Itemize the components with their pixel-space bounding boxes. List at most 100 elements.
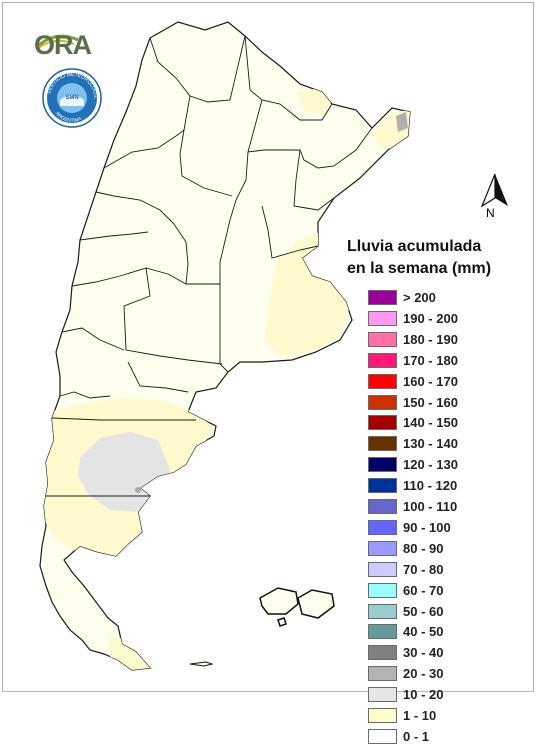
legend-swatch <box>368 499 397 514</box>
border-salta-formosa <box>244 35 333 121</box>
legend-label: 180 - 190 <box>403 331 458 347</box>
legend-item: 110 - 120 <box>368 476 528 496</box>
border-catamarca-larioja <box>95 191 175 225</box>
border-sanluis <box>123 267 223 365</box>
legend-item: 50 - 60 <box>368 602 528 622</box>
border-cordoba-west <box>173 223 220 285</box>
legend-label: 40 - 50 <box>403 624 444 640</box>
legend-item: 0 - 1 <box>368 727 528 747</box>
legend-swatch <box>368 708 397 723</box>
legend-item: 60 - 70 <box>368 581 528 601</box>
legend-item: 80 - 90 <box>368 539 528 559</box>
legend-label: 0 - 1 <box>403 728 430 744</box>
border-formosa-chaco <box>247 99 373 169</box>
legend-item: 10 - 20 <box>368 685 528 705</box>
legend-label: 190 - 200 <box>403 310 458 326</box>
legend-label: > 200 <box>403 290 436 305</box>
legend-item: 160 - 170 <box>368 372 528 392</box>
map-frame <box>2 2 534 692</box>
legend-swatch <box>368 310 397 326</box>
legend-title-line2: en la semana (mm) <box>347 260 492 277</box>
rain-zone-northeast <box>296 88 332 114</box>
legend-swatch <box>368 645 397 661</box>
legend-label: 100 - 110 <box>403 499 458 514</box>
legend-label: 140 - 150 <box>403 415 458 431</box>
legend-label: 80 - 90 <box>403 540 444 556</box>
legend-title: Lluvia acumulada en la semana (mm) <box>347 236 517 280</box>
legend-title-line1: Lluvia acumulada <box>347 238 482 255</box>
legend-item: 150 - 160 <box>368 393 528 413</box>
legend-label: 120 - 130 <box>403 457 458 473</box>
legend-item: 40 - 50 <box>368 622 528 642</box>
legend-label: 150 - 160 <box>403 394 458 410</box>
border-rionegro-chubut <box>51 417 196 421</box>
legend-swatch <box>368 687 397 703</box>
legend-swatch <box>368 331 397 347</box>
legend-swatch <box>368 666 397 682</box>
legend-label: 20 - 30 <box>403 666 444 682</box>
legend-swatch <box>368 519 397 535</box>
border-larioja-sanjuan <box>79 231 149 241</box>
legend-swatch <box>368 457 397 473</box>
legend-swatch <box>368 478 397 494</box>
legend-label: 160 - 170 <box>403 373 458 389</box>
border-corrientes <box>293 149 335 211</box>
malvinas-islands <box>259 587 335 627</box>
rain-zone-tierra-del-fuego <box>110 636 150 670</box>
legend-swatch <box>368 561 397 577</box>
border-chaco-santiago <box>219 151 249 263</box>
argentina-map <box>39 21 411 671</box>
legend-item: 1 - 10 <box>368 706 528 726</box>
border-sanjuan-mendoza <box>71 267 187 287</box>
legend-swatch <box>368 415 397 431</box>
legend-item: 30 - 40 <box>368 643 528 663</box>
smn-emblem-icon: SERVICIO METEOROLOGICO NACIONAL SMN ARGE… <box>40 64 102 128</box>
legend-item: 20 - 30 <box>368 664 528 684</box>
north-arrow-icon <box>480 173 508 208</box>
border-neuquen-rionegro <box>59 391 111 399</box>
legend-swatch <box>368 290 397 305</box>
border-mendoza-neuquen <box>61 327 125 351</box>
legend-item: 100 - 110 <box>368 497 528 517</box>
legend-label: 70 - 80 <box>403 561 444 577</box>
smn-center-text: SMN <box>65 95 78 101</box>
legend-label: 50 - 60 <box>403 603 444 619</box>
legend-label: 170 - 180 <box>403 352 458 368</box>
legend-item: 90 - 100 <box>368 518 528 538</box>
legend-item: 70 - 80 <box>368 560 528 580</box>
legend-item: 120 - 130 <box>368 455 528 475</box>
legend-item: 180 - 190 <box>368 330 528 350</box>
coast-point <box>135 487 141 493</box>
border-santiago-tucuman <box>179 95 233 197</box>
legend-label: 60 - 70 <box>403 582 444 598</box>
legend-swatch <box>368 582 397 598</box>
isla-estados-shape <box>189 661 214 667</box>
border-buenos-aires-lapampa <box>219 363 229 373</box>
legend-item: 140 - 150 <box>368 413 528 433</box>
ora-logo-graphic <box>37 34 79 49</box>
legend-swatch <box>368 352 397 368</box>
legend-swatch <box>368 728 397 744</box>
legend-item: 130 - 140 <box>368 434 528 454</box>
malvinas-islet <box>277 617 287 627</box>
legend-label: 10 - 20 <box>403 687 444 703</box>
legend-swatch <box>368 624 397 640</box>
malvinas-east <box>297 589 335 619</box>
border-tucuman-catamarca <box>103 129 185 169</box>
isla-estados <box>189 661 214 667</box>
legend-swatch <box>368 603 397 619</box>
ora-logo: ORA <box>34 28 106 62</box>
legend-swatch <box>368 373 397 389</box>
legend-label: 130 - 140 <box>403 436 458 452</box>
province-borders <box>46 35 373 497</box>
legend-label: 1 - 10 <box>403 708 437 723</box>
legend-item: 170 - 180 <box>368 351 528 371</box>
legend-label: 110 - 120 <box>403 478 458 494</box>
legend-swatch <box>368 394 397 410</box>
border-lapampa <box>127 361 189 393</box>
legend-item: 190 - 200 <box>368 309 528 329</box>
ora-logo-text: ORA <box>34 30 92 60</box>
border-santafe-entrerios <box>261 205 319 259</box>
legend-swatch <box>368 540 397 556</box>
rain-zone-misiones-core <box>396 112 408 132</box>
